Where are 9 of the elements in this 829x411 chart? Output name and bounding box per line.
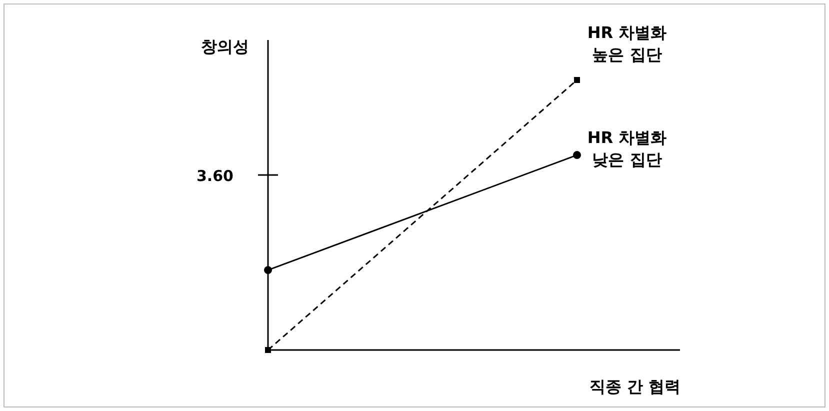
- point: [264, 266, 272, 274]
- point: [265, 347, 271, 353]
- point: [573, 151, 581, 160]
- series-label: HR 차별화 높은 집단: [587, 23, 667, 64]
- text: 3.60: [196, 167, 234, 185]
- y-axis-title: 창의성: [201, 37, 249, 56]
- series-label: HR 차별화 낮은 집단: [587, 128, 667, 170]
- point: [574, 77, 580, 83]
- x-axis-title: 직종 간 협력: [589, 377, 681, 396]
